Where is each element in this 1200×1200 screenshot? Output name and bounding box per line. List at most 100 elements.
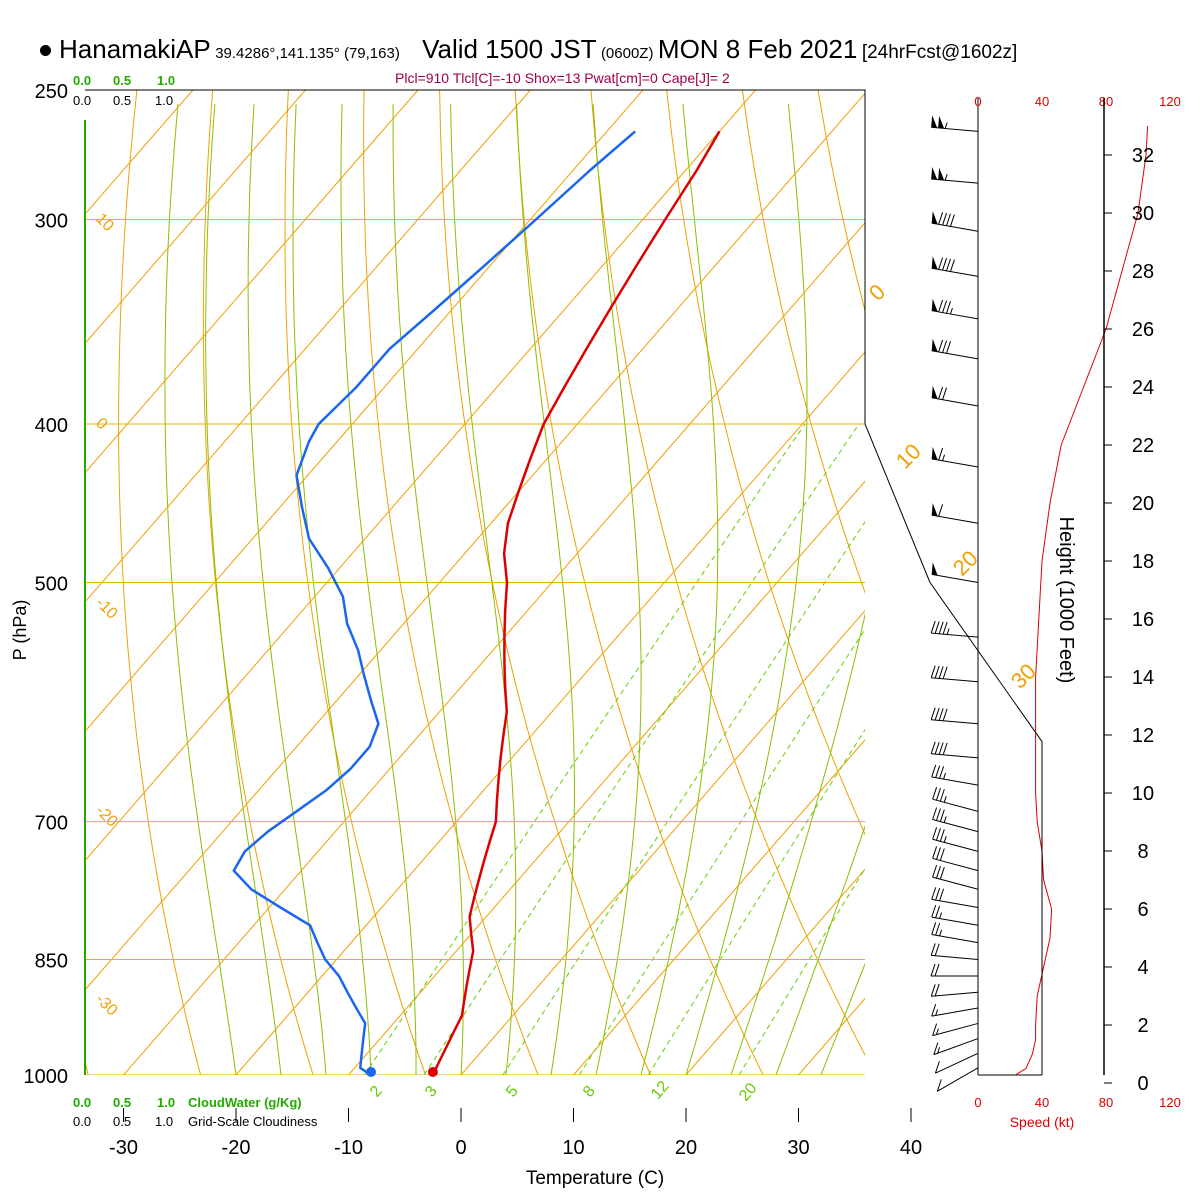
wind-barb-pennant — [931, 385, 938, 399]
wind-barb — [933, 1038, 979, 1056]
isotherm — [573, 739, 865, 1075]
plot-frame — [85, 89, 866, 424]
pressure-tick-label: 700 — [35, 813, 68, 835]
dry-adiabat — [118, 90, 202, 1075]
wind-barb — [931, 385, 979, 407]
wind-barb-staff — [931, 222, 979, 232]
temperature-tick-label: 0 — [455, 1137, 466, 1159]
wind-barb-staff — [932, 819, 979, 833]
height-tick-label: 6 — [1137, 899, 1148, 921]
cloud-scale-bottom-black: 0.0 — [73, 1114, 91, 1129]
wind-barb — [931, 446, 979, 468]
wind-barb-staff — [937, 1067, 979, 1092]
wind-barb-flag — [932, 1023, 938, 1036]
cloud-scale-bottom-black: 1.0 — [155, 1114, 173, 1129]
wind-barb-flag — [930, 963, 936, 977]
wind-barb — [931, 256, 979, 277]
wind-barb — [932, 1022, 979, 1037]
wind-barb — [930, 620, 979, 638]
temperature-tick-label: -20 — [222, 1137, 251, 1159]
wind-barb-staff — [932, 838, 979, 852]
wind-barb-pennant — [931, 211, 938, 225]
wind-barb-flag — [938, 708, 944, 721]
pressure-tick-label: 500 — [35, 574, 68, 596]
wind-barb — [931, 115, 979, 132]
wind-barb — [931, 1003, 979, 1017]
wind-barb-flag — [935, 788, 941, 801]
surface-dewpoint-dot — [366, 1067, 376, 1077]
wind-barb-pennant — [931, 446, 938, 460]
moist-adiabat — [164, 104, 237, 1075]
wind-barb — [931, 338, 979, 360]
isotherm-label: -30 — [92, 991, 120, 1019]
cloud-scale-top-black: 0.0 — [73, 93, 91, 108]
mixing-ratio-label: 2 — [367, 1083, 386, 1101]
wind-barb-staff — [931, 458, 979, 468]
height-tick-label: 32 — [1132, 145, 1154, 167]
wind-barb-flag — [931, 904, 937, 918]
x-axis-label: Temperature (C) — [526, 1168, 664, 1189]
height-tick-label: 18 — [1132, 551, 1154, 573]
height-tick-label: 14 — [1132, 667, 1154, 689]
utc-time: (0600Z) — [600, 45, 654, 62]
wind-barb-staff — [931, 397, 979, 407]
wind-barb-flag — [936, 1079, 942, 1092]
wind-barb-flag — [938, 621, 944, 634]
wind-barb-flag — [932, 807, 938, 820]
moist-adiabat — [592, 104, 642, 1075]
wind-barb-flag — [938, 299, 944, 313]
temperature-tick-label: 40 — [900, 1137, 922, 1159]
mixing-ratio-label: 20 — [736, 1080, 761, 1105]
moist-adiabat — [392, 104, 464, 1075]
wind-barb-staff — [932, 1022, 979, 1037]
dry-adiabat — [1196, 90, 1200, 1075]
wind-barb-pennant — [931, 115, 938, 128]
moist-adiabat — [730, 612, 865, 1075]
pressure-tick-label: 400 — [35, 415, 68, 437]
wind-barb-flag — [949, 214, 955, 227]
dry-adiabat — [514, 90, 764, 1075]
mixing-ratio-line — [364, 423, 806, 1075]
mixing-ratio-label: 8 — [580, 1083, 599, 1101]
cloud-scale-bottom-green: 1.0 — [157, 1095, 175, 1110]
wind-barb-flag — [934, 983, 940, 997]
pressure-tick-label: 850 — [35, 951, 68, 973]
pressure-tick-label: 1000 — [24, 1066, 69, 1088]
wind-barb — [932, 807, 979, 833]
wind-barb-staff — [932, 857, 979, 872]
wind-barb-flag — [935, 765, 941, 778]
moist-adiabat — [640, 104, 719, 1075]
wind-barb-half-flag — [943, 772, 947, 780]
pressure-tick-label: 250 — [35, 81, 68, 103]
wind-barb-pennant — [931, 562, 938, 576]
speed-tick-top: 0 — [974, 94, 981, 109]
height-tick-label: 0 — [1137, 1073, 1148, 1095]
wind-barb — [931, 298, 979, 320]
moist-adiabat — [516, 104, 575, 1075]
isotherm-label: -20 — [92, 802, 120, 830]
wind-barb-flag — [938, 504, 944, 517]
wind-barb-pennant — [931, 167, 938, 180]
cloud-scale-top-black: 0.5 — [113, 93, 131, 108]
mixing-ratio-label: 12 — [648, 1078, 673, 1103]
wind-barb-flag — [930, 707, 936, 720]
moist-adiabat — [450, 104, 517, 1075]
cloud-scale-bottom-green: 0.0 — [73, 1095, 91, 1110]
wind-barb-flag — [946, 301, 951, 314]
height-tick-label: 4 — [1137, 957, 1148, 979]
wind-barb-pennant — [931, 256, 938, 270]
mixing-ratio-line — [423, 423, 860, 1075]
wind-barb — [932, 787, 979, 812]
height-tick-label: 30 — [1132, 203, 1154, 225]
wind-barb-flag — [931, 887, 937, 900]
wind-barb-staff — [931, 916, 979, 926]
temperature-tick-label: 10 — [562, 1137, 584, 1159]
wind-barb-flag — [932, 846, 938, 859]
wind-barb-flag — [942, 666, 948, 679]
speed-tick-bottom: 0 — [974, 1095, 981, 1110]
wind-barb-flag — [935, 808, 941, 821]
wind-barb-half-flag — [935, 1009, 939, 1016]
wind-barb-flag — [939, 789, 945, 802]
wind-barb-flag — [931, 922, 937, 935]
wind-barb-half-flag — [949, 307, 953, 315]
